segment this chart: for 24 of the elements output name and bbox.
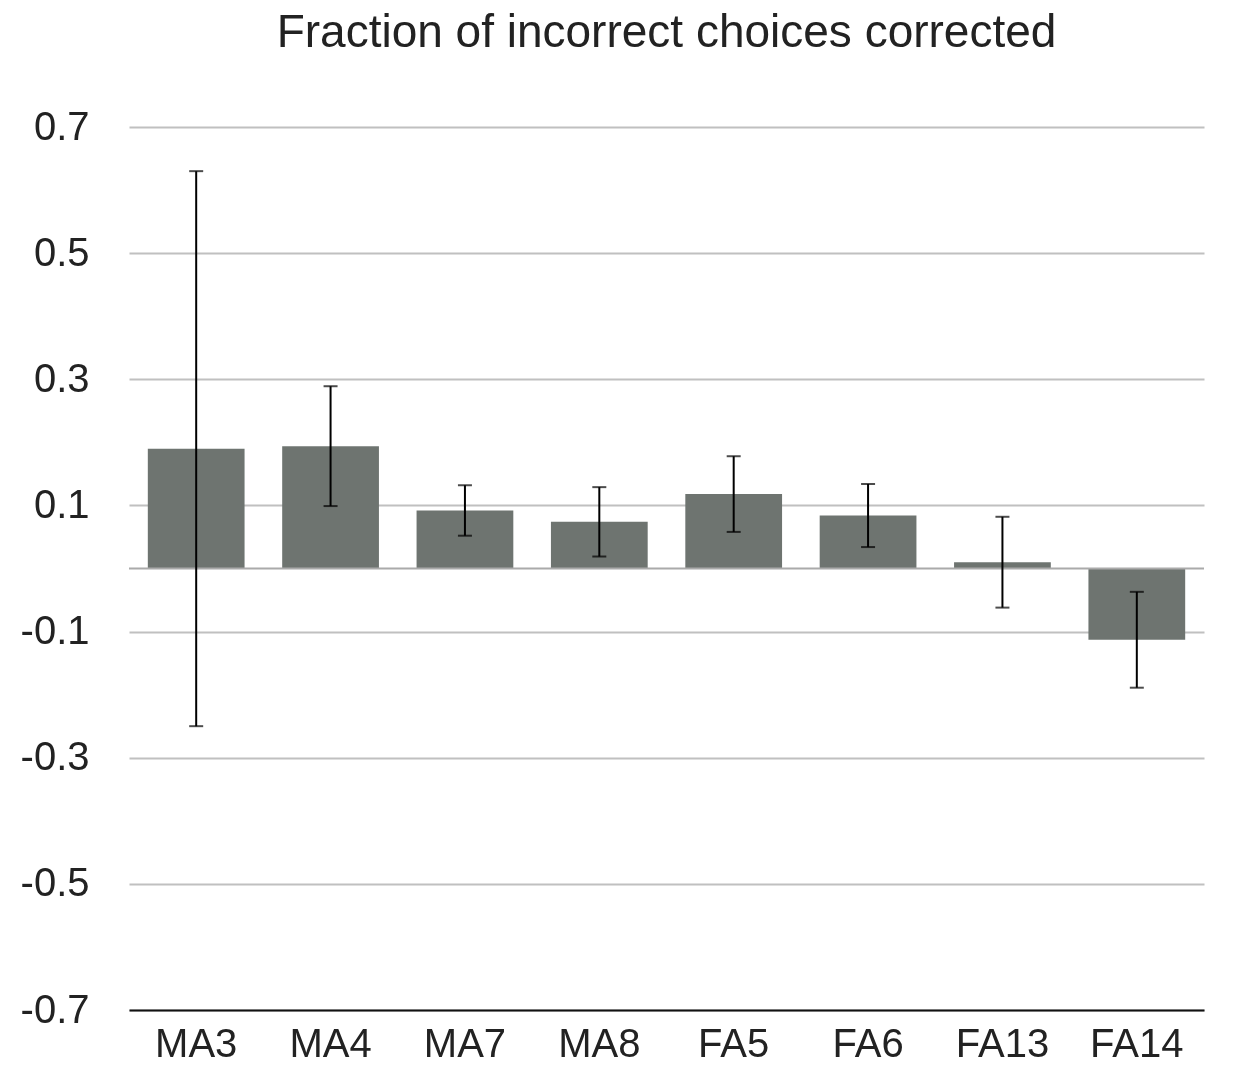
chart-title: Fraction of incorrect choices corrected: [276, 5, 1057, 57]
x-tick-label: MA8: [558, 1020, 641, 1065]
bar: [282, 446, 379, 569]
y-tick-label: 0.7: [33, 103, 90, 148]
bar: [685, 494, 783, 569]
x-tick-label: FA5: [698, 1020, 770, 1065]
bar: [147, 448, 245, 569]
x-tick-label: FA6: [832, 1020, 904, 1065]
y-tick-label: 0.5: [33, 229, 90, 274]
x-tick-label: MA7: [423, 1020, 507, 1065]
y-tick-label: -0.7: [20, 986, 90, 1031]
y-tick-label: 0.1: [33, 481, 90, 526]
bar: [1088, 568, 1186, 640]
x-tick-label: MA3: [155, 1020, 238, 1065]
y-tick-label: -0.5: [20, 860, 90, 905]
x-tick-label: FA13: [955, 1020, 1050, 1065]
bar: [416, 510, 514, 569]
y-tick-label: 0.3: [33, 355, 90, 400]
bar: [819, 515, 917, 569]
y-tick-label: -0.3: [20, 734, 90, 779]
x-tick-label: FA14: [1090, 1020, 1184, 1065]
x-tick-label: MA4: [289, 1020, 372, 1065]
y-tick-label: -0.1: [20, 608, 90, 653]
bar: [550, 521, 648, 569]
